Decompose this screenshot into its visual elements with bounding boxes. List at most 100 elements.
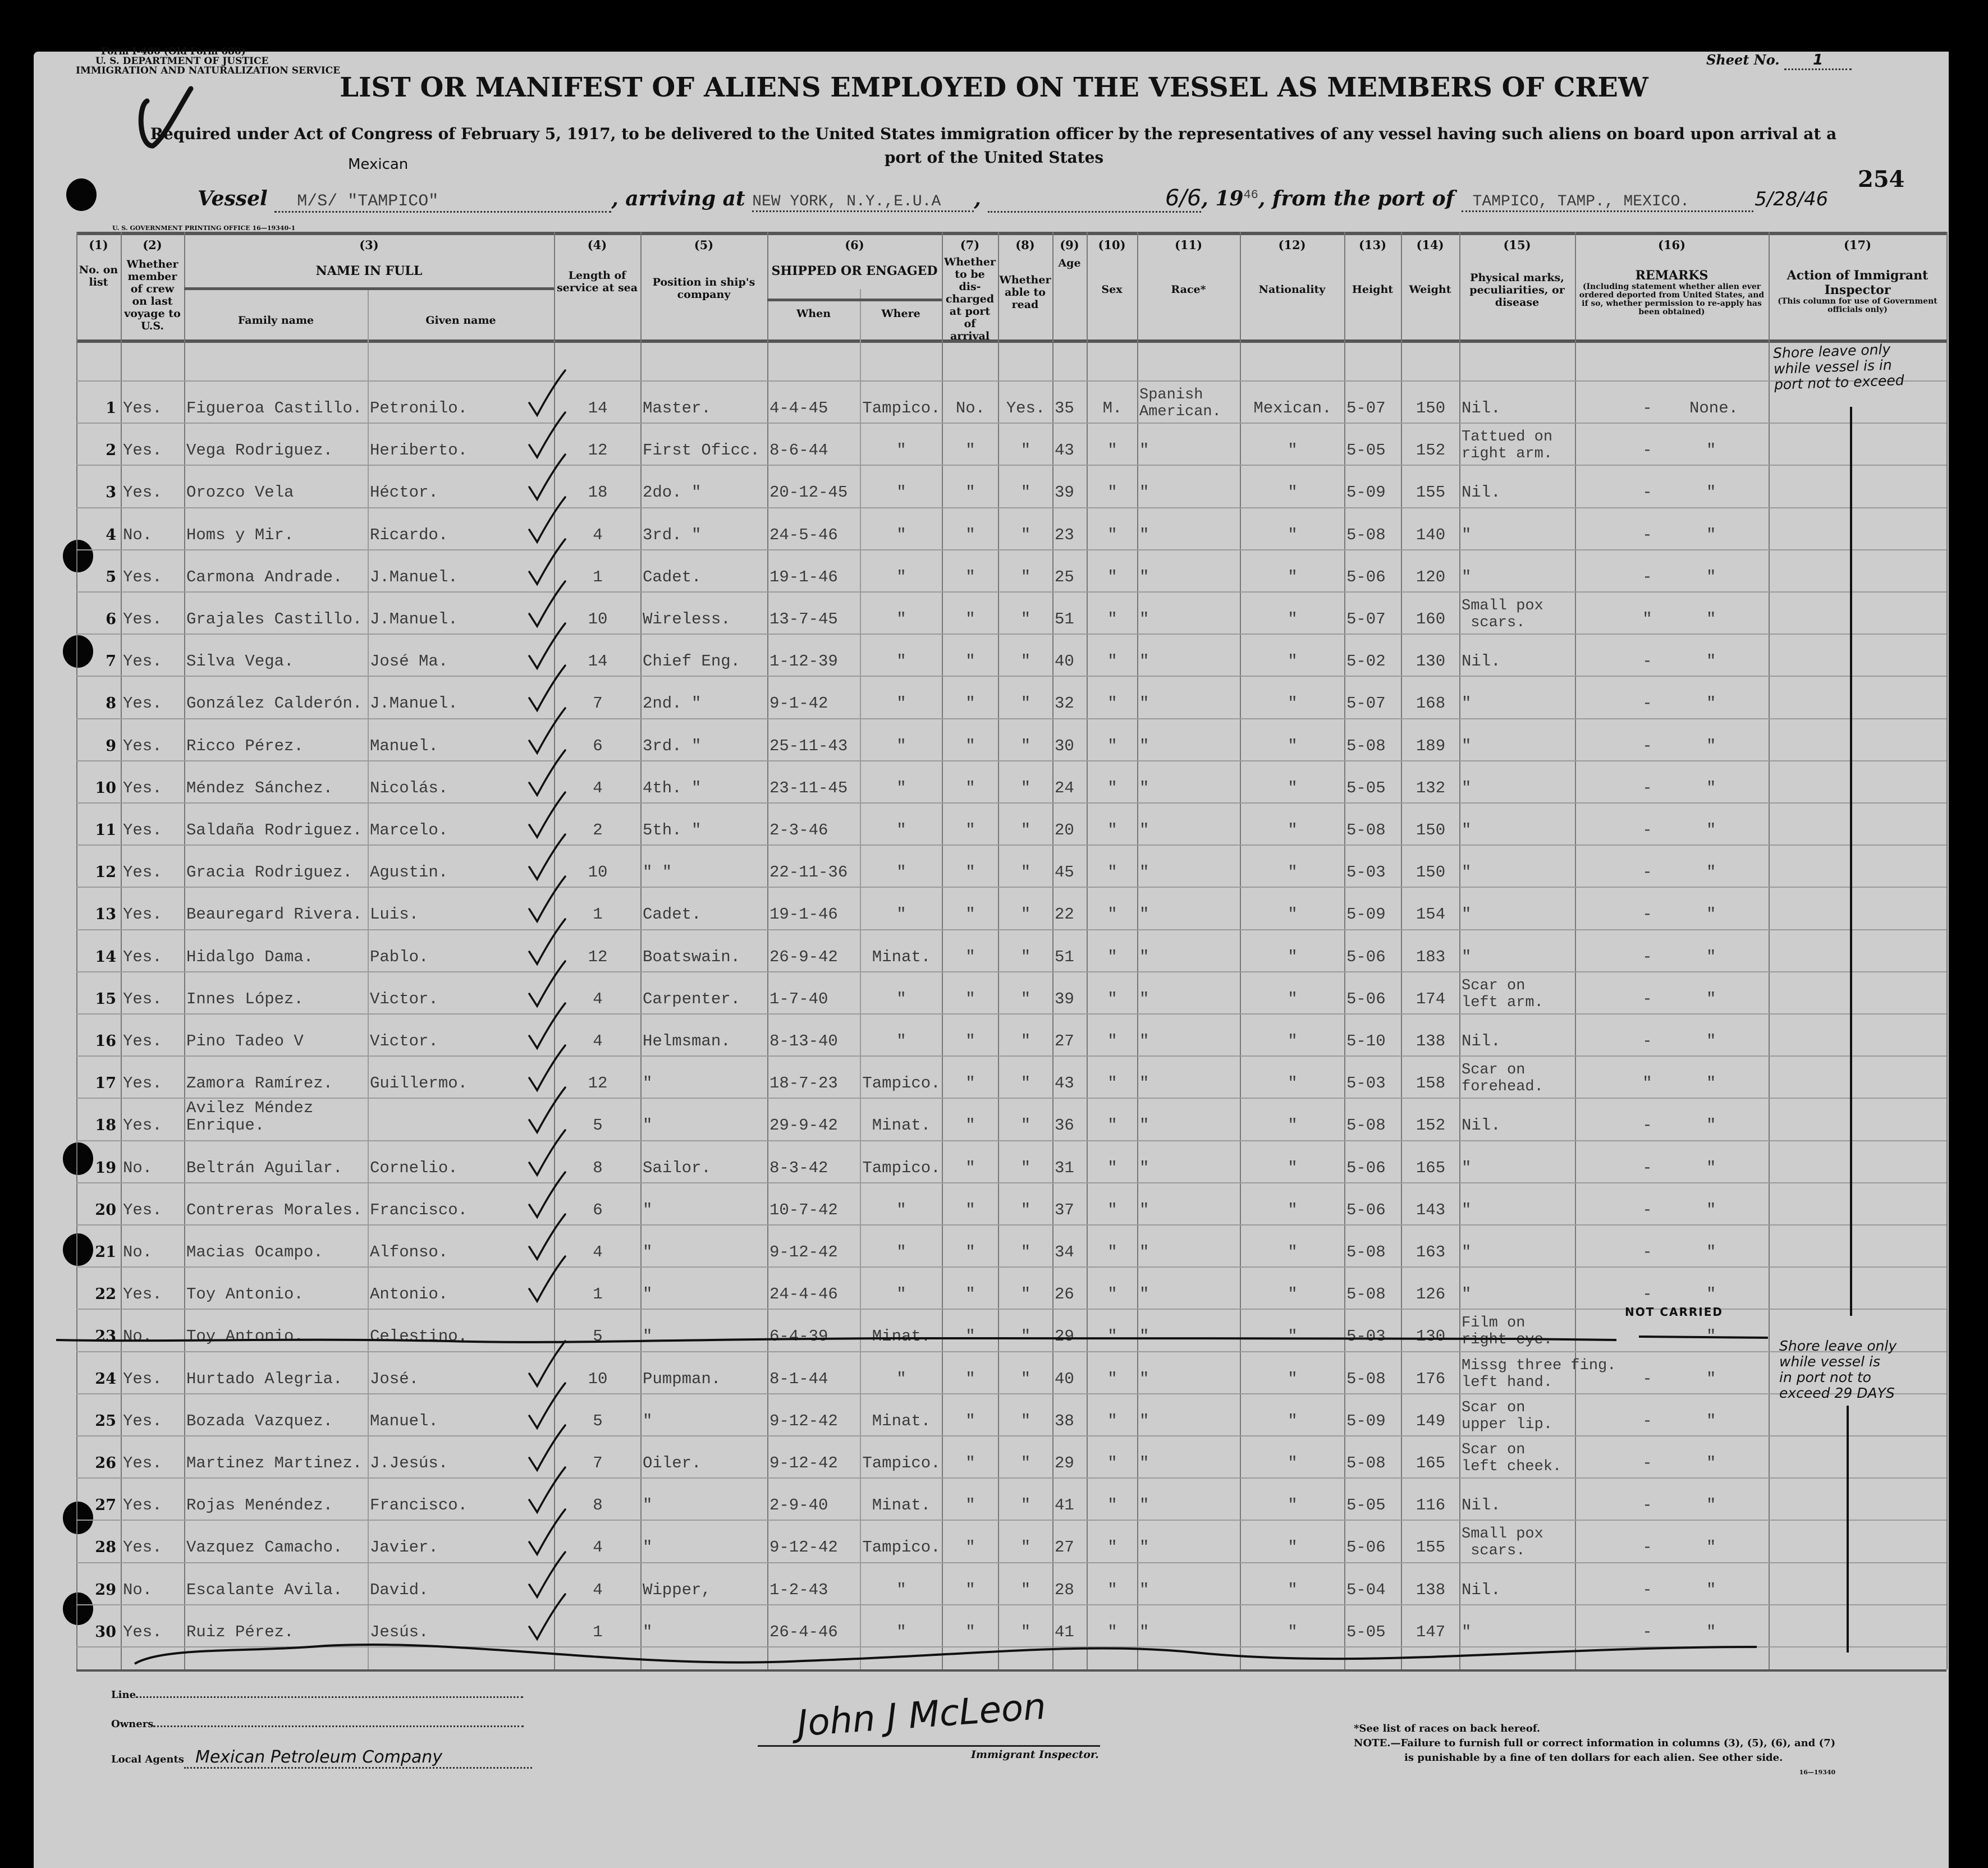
cell-remarks-dash: - — [1642, 821, 1652, 839]
cell-when: 10-7-42 — [769, 1201, 838, 1219]
cell-remarks-dash: - — [1642, 1370, 1652, 1388]
cell-family: Gracia Rodriguez. — [186, 863, 352, 882]
cell-remarks-dash: " — [1642, 1074, 1652, 1093]
cell-length: 7 — [593, 1454, 603, 1472]
cell-nationality: " — [1288, 694, 1298, 713]
tick-mark-icon — [528, 1213, 566, 1261]
cell-when: 19-1-46 — [769, 905, 838, 924]
row-divider — [76, 1351, 1946, 1352]
cell-discharged: " — [965, 737, 975, 755]
cell-weight: 140 — [1416, 526, 1446, 544]
cell-discharged: " — [965, 652, 975, 671]
cell-race: " — [1139, 483, 1149, 502]
cell-read: Yes. — [1006, 399, 1046, 417]
cell-nationality: " — [1288, 948, 1298, 966]
cell-weight: 189 — [1416, 737, 1446, 755]
cell-nationality: " — [1288, 990, 1298, 1008]
row-divider — [76, 887, 1946, 888]
column-label: Race* — [1171, 283, 1206, 296]
cell-marks: Tattued on right arm. — [1462, 429, 1553, 462]
cell-weight: 154 — [1416, 905, 1446, 924]
cell-read: " — [1020, 1327, 1031, 1346]
cell-marks: " — [1462, 737, 1472, 755]
cell-race: " — [1139, 1074, 1149, 1093]
cell-where: Minat. — [872, 948, 931, 966]
tick-mark-icon — [528, 1129, 566, 1177]
cell-position: " " — [643, 863, 672, 882]
cell-marks: " — [1462, 568, 1472, 586]
cell-last: No. — [123, 1159, 153, 1177]
cell-given: J.Manuel. — [370, 568, 458, 586]
cell-age: 41 — [1055, 1496, 1074, 1514]
cell-when: 22-11-36 — [769, 863, 848, 882]
cell-race: " — [1139, 948, 1149, 966]
cell-last: Yes. — [123, 399, 162, 417]
tick-mark-icon — [528, 1593, 566, 1641]
tick-mark-icon — [528, 918, 566, 966]
cell-read: " — [1020, 483, 1031, 502]
cell-height: 5-05 — [1346, 1623, 1386, 1641]
cell-where: Minat. — [872, 1116, 931, 1135]
cell-discharged: " — [965, 1285, 975, 1304]
cell-age: 29 — [1055, 1454, 1074, 1472]
cell-remarks: " — [1706, 1623, 1716, 1641]
cell-weight: 155 — [1416, 483, 1446, 502]
cell-marks: Nil. — [1462, 1581, 1501, 1599]
line-field: Line — [111, 1689, 524, 1701]
column-divider — [942, 232, 943, 1669]
cell-height: 5-03 — [1346, 1327, 1386, 1346]
cell-remarks: " — [1706, 948, 1716, 966]
cell-height: 5-06 — [1346, 568, 1386, 586]
cell-length: 6 — [593, 1201, 603, 1219]
cell-discharged: " — [965, 948, 975, 966]
cell-last: No. — [123, 1581, 153, 1599]
column-label: Action of Immigrant Inspector — [1787, 268, 1929, 297]
cell-no: 2 — [106, 442, 116, 459]
tick-mark-icon — [528, 1086, 566, 1135]
cell-discharged: " — [965, 1370, 975, 1388]
cell-family: Rojas Menéndez. — [186, 1496, 333, 1514]
cell-given: David. — [370, 1581, 429, 1599]
cell-remarks: " — [1706, 737, 1716, 755]
cell-marks: Nil. — [1462, 1032, 1501, 1050]
cell-remarks: " — [1706, 779, 1716, 797]
cell-discharged: " — [965, 441, 975, 460]
cell-nationality: " — [1288, 1159, 1298, 1177]
cell-remarks-dash: - — [1642, 863, 1652, 882]
cell-marks: Small pox scars. — [1462, 1526, 1543, 1559]
row-divider — [76, 1435, 1946, 1436]
cell-last: Yes. — [123, 1032, 162, 1050]
cell-family: Beauregard Rivera. — [186, 905, 363, 924]
cell-nationality: " — [1288, 1370, 1298, 1388]
cell-age: 26 — [1055, 1285, 1074, 1304]
cell-no: 29 — [95, 1581, 116, 1599]
cell-weight: 174 — [1416, 990, 1446, 1008]
cell-age: 36 — [1055, 1116, 1074, 1135]
cell-no: 5 — [106, 568, 116, 586]
row-divider — [76, 971, 1946, 972]
sub-column-header: When — [796, 307, 831, 320]
cell-last: Yes. — [123, 1285, 162, 1304]
cell-sex: " — [1107, 483, 1117, 502]
column-number: (16) — [1657, 238, 1686, 252]
column-divider — [767, 232, 768, 1669]
cell-weight: 158 — [1416, 1074, 1446, 1093]
cell-remarks: " — [1706, 905, 1716, 924]
cell-height: 5-09 — [1346, 1412, 1386, 1430]
cell-position: Wipper, — [643, 1581, 711, 1599]
cell-read: " — [1020, 1159, 1031, 1177]
cell-when: 1-12-39 — [769, 652, 838, 671]
races-note: *See list of races on back hereof. — [1354, 1723, 1541, 1734]
cell-last: No. — [123, 1243, 153, 1261]
cell-family: Hidalgo Dama. — [186, 948, 314, 966]
cell-sex: " — [1107, 1285, 1117, 1304]
cell-where: " — [896, 990, 906, 1008]
column-divider — [1344, 232, 1345, 1669]
column-number: (2) — [143, 238, 162, 252]
cell-nationality: " — [1288, 526, 1298, 544]
cell-age: 41 — [1055, 1623, 1074, 1641]
cell-where: Minat. — [872, 1327, 931, 1346]
cell-where: " — [896, 1032, 906, 1050]
cell-height: 5-05 — [1346, 441, 1386, 460]
cell-family: Figueroa Castillo. — [186, 399, 363, 417]
